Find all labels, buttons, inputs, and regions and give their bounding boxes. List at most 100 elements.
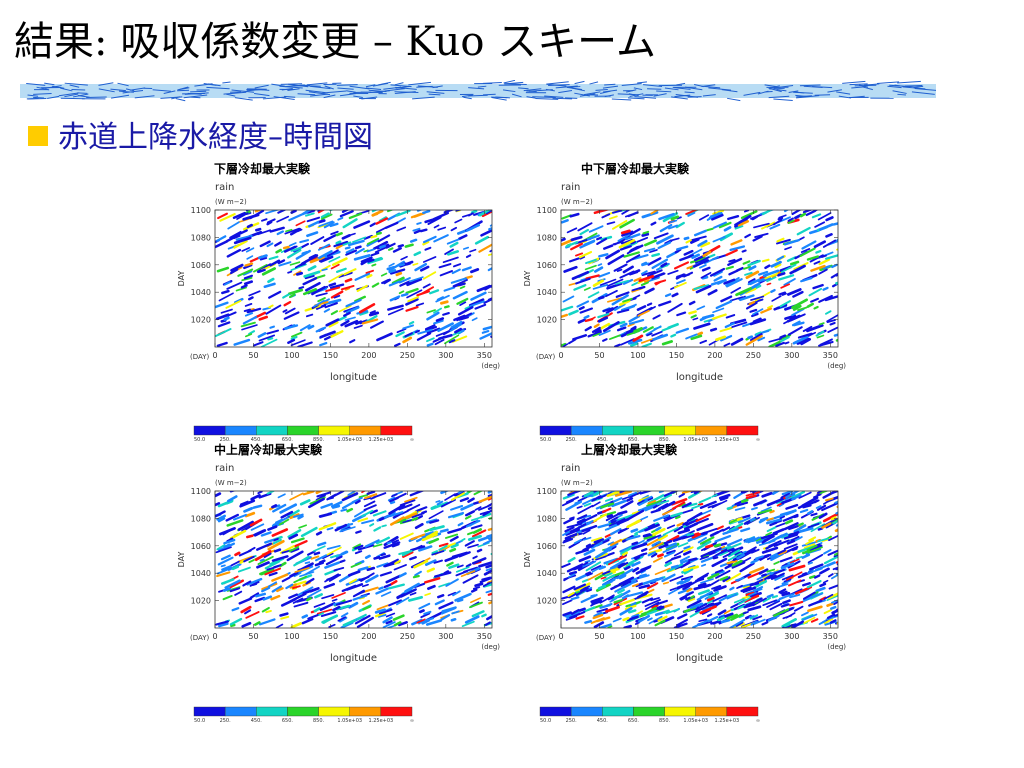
x-tick-label: 200: [361, 632, 376, 641]
colorbar-label: ∞: [410, 437, 414, 443]
x-axis-unit: (deg): [481, 362, 500, 370]
y-tick-label: 1040: [537, 288, 557, 297]
x-tick-label: 250: [746, 351, 761, 360]
x-tick-label: 100: [630, 632, 645, 641]
colorbar-label: 850.: [313, 718, 325, 724]
rain-field: [561, 210, 838, 347]
y-tick-label: 1040: [537, 569, 557, 578]
variable-units: (W m−2): [561, 479, 593, 487]
colorbar-label: 1.25e+03: [714, 718, 739, 724]
x-tick-label: 300: [438, 351, 453, 360]
panel-title: 中下層冷却最大実験: [581, 161, 690, 176]
x-tick-label: 100: [284, 632, 299, 641]
y-tick-label: 1080: [191, 514, 211, 523]
x-tick-label: 50: [594, 351, 604, 360]
colorbar-segment: [602, 425, 634, 436]
colorbar-segment: [695, 425, 728, 436]
x-axis-label: longitude: [676, 372, 723, 383]
colorbar-segment: [256, 425, 288, 436]
variable-name: rain: [561, 182, 580, 193]
colorbar-segment: [380, 706, 413, 717]
x-tick-label: 100: [284, 351, 299, 360]
x-tick-label: 50: [248, 632, 258, 641]
colorbar-segment: [726, 425, 759, 436]
colorbar-label: 650.: [282, 437, 294, 443]
colorbar-label: 250.: [220, 718, 232, 724]
x-tick-label: 0: [558, 351, 563, 360]
rain-field: [215, 491, 492, 628]
colorbar-label: 450.: [251, 718, 263, 724]
colorbar-label: ∞: [756, 437, 760, 443]
y-axis-label: DAY: [523, 552, 532, 568]
y-tick-label: 1020: [537, 597, 557, 606]
y-axis-label: DAY: [523, 271, 532, 287]
x-tick-label: 100: [630, 351, 645, 360]
colorbar-label: ∞: [756, 718, 760, 724]
colorbar-label: 50.0: [194, 437, 205, 443]
colorbar-label: 50.0: [194, 718, 205, 724]
x-axis-label: longitude: [676, 653, 723, 664]
colorbar-segment: [633, 706, 665, 717]
colorbar-segment: [695, 706, 728, 717]
colorbar-label: 850.: [659, 437, 671, 443]
y-tick-label: 1020: [191, 597, 211, 606]
x-axis-unit: (deg): [827, 362, 846, 370]
plot-frame: [214, 490, 493, 629]
colorbar-segment: [633, 425, 665, 436]
colorbar-segment: [318, 425, 350, 436]
y-axis-unit: (DAY): [536, 634, 556, 642]
rain-panel-midupper: 中上層冷却最大実験 rain (W m−2) 0 50 100 150 200 250 300 35…: [177, 442, 500, 724]
colorbar-segment: [726, 706, 759, 717]
colorbar-label: 450.: [597, 437, 609, 443]
colorbar-label: 1.25e+03: [368, 437, 393, 443]
colorbar-segment: [318, 706, 350, 717]
x-tick-label: 50: [594, 632, 604, 641]
x-tick-label: 300: [438, 632, 453, 641]
colorbar-segment: [664, 425, 696, 436]
y-tick-label: 1100: [191, 487, 211, 496]
colorbar-segment: [287, 706, 319, 717]
colorbar-label: 1.05e+03: [683, 718, 708, 724]
y-tick-label: 1020: [537, 316, 557, 325]
x-tick-label: 350: [477, 632, 492, 641]
colorbar-label: 850.: [313, 437, 325, 443]
x-tick-label: 250: [400, 351, 415, 360]
y-tick-label: 1060: [191, 542, 211, 551]
x-tick-label: 250: [746, 632, 761, 641]
colorbar-label: 650.: [628, 718, 640, 724]
colorbar-label: 250.: [566, 718, 578, 724]
variable-name: rain: [561, 463, 580, 474]
colorbar-label: ∞: [410, 718, 414, 724]
rain-field: [215, 210, 492, 347]
y-tick-label: 1040: [191, 569, 211, 578]
x-tick-label: 200: [361, 351, 376, 360]
colorbar-label: 1.25e+03: [368, 718, 393, 724]
x-tick-label: 150: [669, 632, 684, 641]
plot-frame: [560, 490, 839, 629]
colorbar-label: 1.05e+03: [337, 718, 362, 724]
colorbar-segment: [664, 706, 696, 717]
x-axis-label: longitude: [330, 653, 377, 664]
y-tick-label: 1040: [191, 288, 211, 297]
y-tick-label: 1100: [537, 206, 557, 215]
y-tick-label: 1060: [191, 261, 211, 270]
variable-units: (W m−2): [215, 198, 247, 206]
colorbar-segment: [602, 706, 634, 717]
colorbar-label: 50.0: [540, 437, 551, 443]
colorbar-label: 850.: [659, 718, 671, 724]
title-underline: [20, 80, 936, 102]
bullet-square-icon: [28, 126, 48, 146]
slide-title: 結果: 吸収係数変更 – Kuo スキーム: [14, 19, 656, 65]
x-tick-label: 150: [323, 351, 338, 360]
x-tick-label: 250: [400, 632, 415, 641]
colorbar-segment: [570, 425, 603, 436]
colorbar-label: 50.0: [540, 718, 551, 724]
colorbar-segment: [193, 706, 226, 717]
rain-panel-lower: 下層冷却最大実験 rain (W m−2) 0 50 100 150 200 250 300 350…: [177, 161, 500, 443]
x-tick-label: 300: [784, 632, 799, 641]
colorbar-label: 450.: [251, 437, 263, 443]
x-tick-label: 150: [323, 632, 338, 641]
colorbar-label: 1.05e+03: [337, 437, 362, 443]
